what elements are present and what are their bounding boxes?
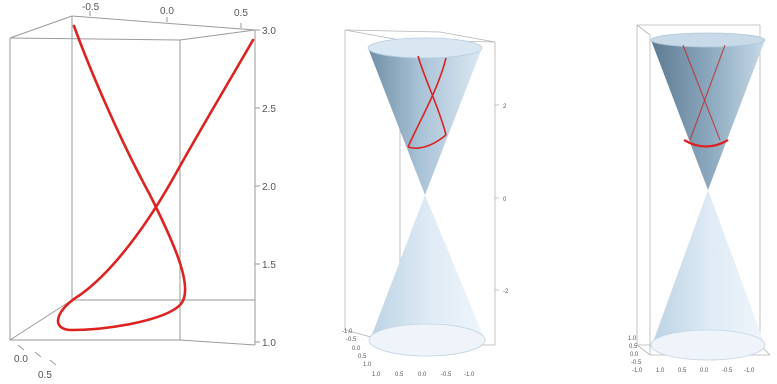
- curve-plot-box: [9, 15, 256, 346]
- cone-plot-right-lower-rim: [650, 329, 766, 361]
- cone-plot-right-bottom-b-0: 1.0: [656, 368, 665, 374]
- cone-plot-right-red-ring: [683, 139, 729, 148]
- cone-plot-middle-bottom-a-1: -0.5: [346, 337, 357, 343]
- curve-plot-right-tick-2: 2.0: [262, 182, 276, 193]
- cone-plot-middle-bottom-a-3: 0.5: [358, 354, 367, 360]
- cone-plot-middle-right-tick-1: 0: [503, 197, 507, 203]
- cone-plot-middle-bottom-a-4: 1.0: [363, 362, 372, 368]
- curve-plot-bottom-tick-0: 0.0: [14, 354, 28, 365]
- cone-plot-middle-bottom-b-3: -0.5: [441, 372, 452, 378]
- cone-plot-middle-bottom-b-4: -1.0: [464, 372, 475, 378]
- cone-plot-middle-upper-rim: [367, 37, 483, 59]
- cone-plot-middle-lower-cone: [370, 195, 485, 356]
- curve-plot-red-curve: [56, 24, 255, 332]
- curve-plot-right-tick-4: 1.0: [262, 338, 276, 349]
- cone-plot-middle-right-tick-0: 2: [503, 104, 507, 110]
- cone-plot-right-bottom-b-3: -0.5: [722, 368, 733, 374]
- curve-plot-right-tick-1: 2.5: [262, 104, 276, 115]
- cone-plot-right-lower-cone: [652, 190, 765, 359]
- cone-plot-right-bottom-a-4: -1.0: [632, 368, 643, 374]
- cone-plot-right-red-curve-b: [689, 44, 726, 141]
- curve-plot-bottom-ticks: [17, 344, 57, 366]
- curve-plot-right-tick-3: 1.5: [262, 260, 276, 271]
- cone-plot-right-bottom-b-2: 0.0: [700, 368, 709, 374]
- cone-plot-right-bottom-b-1: 0.5: [678, 368, 687, 374]
- cone-plot-middle-bottom-a-2: 0.0: [352, 346, 361, 352]
- cone-plot-middle-lower-rim: [368, 323, 486, 357]
- cone-plot-right-panel: 1.0 0.5 0.0 -0.5 -1.0 1.0 0.5 0.0 -0.5 -…: [628, 24, 771, 374]
- curve-plot-right-tick-0: 3.0: [262, 26, 276, 37]
- curve-plot-top-tick-1: 0.0: [160, 6, 174, 17]
- curve-plot-right-ticks: [255, 29, 260, 343]
- cone-plot-middle-right-ticks: [495, 104, 499, 291]
- curve-plot-panel: -0.5 0.0 0.5 3.0 2.5 2.0 1.5 1.0 0.0 0.5: [9, 2, 276, 381]
- cone-plot-middle-upper-cone: [368, 48, 482, 195]
- curve-plot-top-ticks: [89, 11, 242, 28]
- cone-plot-right-upper-cone: [651, 40, 765, 190]
- cone-plot-right-bottom-a-2: 0.0: [630, 352, 639, 358]
- cone-plot-right-bottom-a-3: -0.5: [631, 360, 642, 366]
- cone-plot-right-red-curve-a: [682, 44, 721, 141]
- cone-plot-middle-bottom-b-1: 0.5: [395, 372, 404, 378]
- cone-plot-right-bottom-a-1: 0.5: [629, 344, 638, 350]
- curve-plot-top-tick-2: 0.5: [234, 8, 248, 19]
- curve-plot-top-tick-0: -0.5: [82, 2, 100, 13]
- cone-plot-middle-red-curve-c: [407, 134, 447, 149]
- cone-plot-right-upper-rim: [650, 32, 766, 48]
- cone-plot-right-bottom-b-4: -1.0: [744, 368, 755, 374]
- cone-plot-middle-panel: 2 0 -2 -1.0 -0.5 0.0 0.5 1.0 1.0 0.5 0.0…: [342, 29, 509, 378]
- cone-plot-middle-right-tick-2: -2: [503, 289, 509, 295]
- cone-plot-middle-red-curve-b: [407, 57, 447, 148]
- cone-plot-middle-bottom-b-0: 1.0: [372, 372, 381, 378]
- curve-plot-bottom-tick-1: 0.5: [38, 370, 52, 381]
- cone-plot-middle-bottom-b-2: 0.0: [418, 372, 427, 378]
- cone-plot-right-bottom-a-0: 1.0: [628, 336, 637, 342]
- cone-plot-middle-bottom-a-0: -1.0: [342, 329, 353, 335]
